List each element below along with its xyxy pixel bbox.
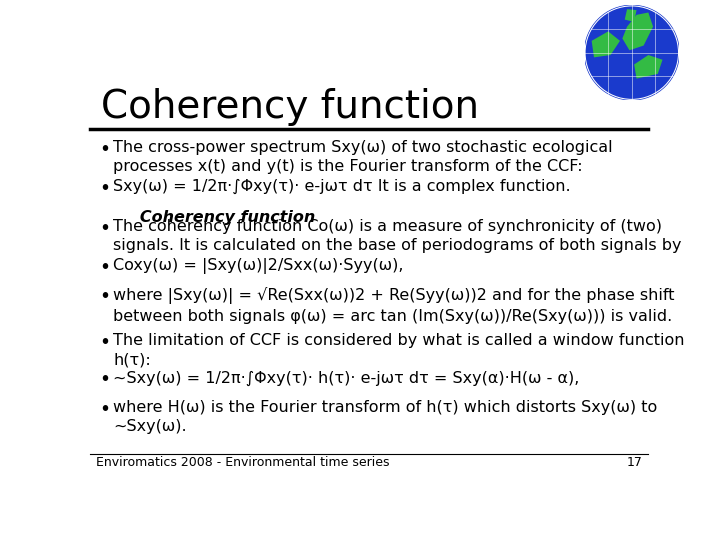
Polygon shape xyxy=(625,9,636,22)
Polygon shape xyxy=(634,55,662,79)
Text: •: • xyxy=(99,258,110,277)
Text: Coherency function: Coherency function xyxy=(124,210,316,225)
Text: •: • xyxy=(99,287,110,306)
Text: Coxy(ω) = |Sxy(ω)|2/Sxx(ω)·Syy(ω),: Coxy(ω) = |Sxy(ω)|2/Sxx(ω)·Syy(ω), xyxy=(114,258,404,274)
Text: •: • xyxy=(99,400,110,419)
Text: •: • xyxy=(99,219,110,238)
Circle shape xyxy=(585,5,679,100)
Text: The cross-power spectrum Sxy(ω) of two stochastic ecological
processes x(t) and : The cross-power spectrum Sxy(ω) of two s… xyxy=(114,140,613,174)
Text: Coherency function: Coherency function xyxy=(101,87,480,126)
Text: 17: 17 xyxy=(626,456,642,469)
Text: The limitation of CCF is considered by what is called a window function
h(τ):: The limitation of CCF is considered by w… xyxy=(114,333,685,368)
Text: where H(ω) is the Fourier transform of h(τ) which distorts Sxy(ω) to
~Sxy(ω).: where H(ω) is the Fourier transform of h… xyxy=(114,400,657,434)
Text: •: • xyxy=(99,140,110,159)
Polygon shape xyxy=(622,12,653,50)
Text: •: • xyxy=(99,179,110,198)
Text: The coherency function Co(ω) is a measure of synchronicity of (two)
signals. It : The coherency function Co(ω) is a measur… xyxy=(114,219,682,253)
Polygon shape xyxy=(592,31,620,57)
Text: •: • xyxy=(99,370,110,389)
Text: •: • xyxy=(99,333,110,352)
Text: Enviromatics 2008 - Environmental time series: Enviromatics 2008 - Environmental time s… xyxy=(96,456,389,469)
Text: Sxy(ω) = 1/2π·∫Φxy(τ)· e-jωτ dτ It is a complex function.: Sxy(ω) = 1/2π·∫Φxy(τ)· e-jωτ dτ It is a … xyxy=(114,179,571,194)
Text: ~Sxy(ω) = 1/2π·∫Φxy(τ)· h(τ)· e-jωτ dτ = Sxy(α)·H(ω - α),: ~Sxy(ω) = 1/2π·∫Φxy(τ)· h(τ)· e-jωτ dτ =… xyxy=(114,370,580,386)
Text: where |Sxy(ω)| = √Re(Sxx(ω))2 + Re(Syy(ω))2 and for the phase shift
between both: where |Sxy(ω)| = √Re(Sxx(ω))2 + Re(Syy(ω… xyxy=(114,287,675,324)
